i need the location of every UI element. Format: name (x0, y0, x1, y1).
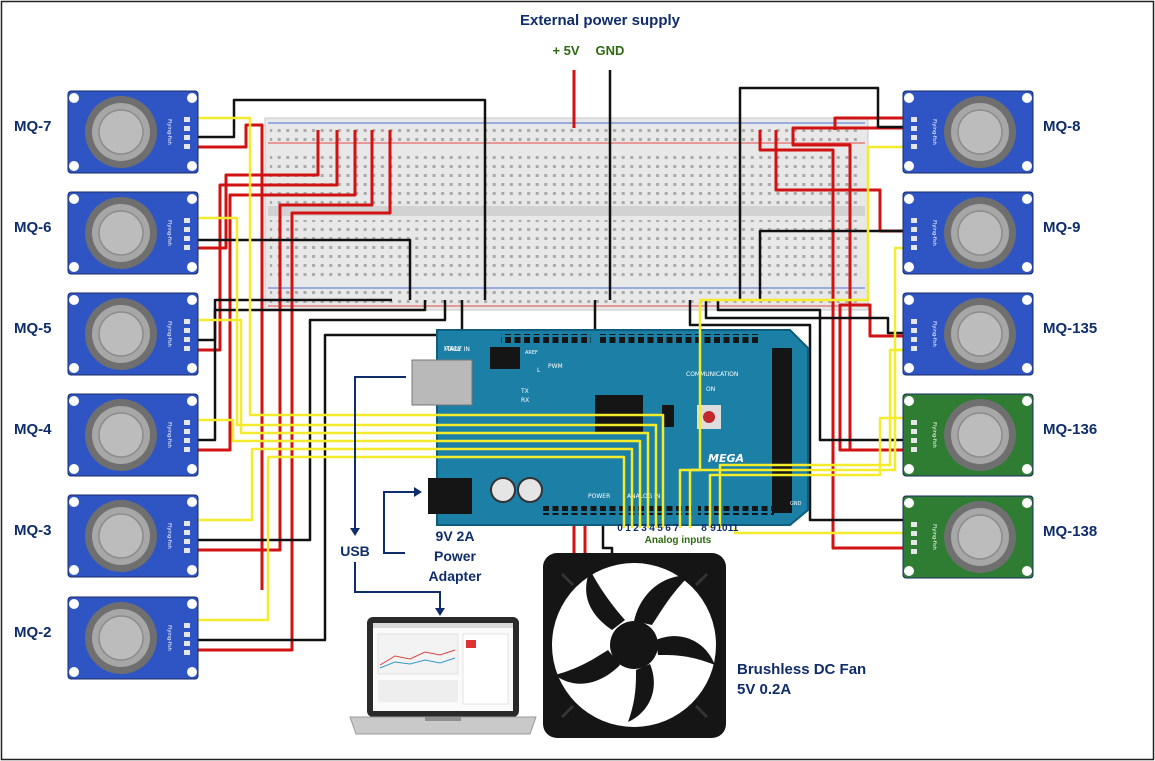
analog-pin-number: 4 (649, 523, 655, 534)
analog-pin-number: 6 (665, 523, 671, 534)
laptop (349, 617, 537, 735)
analog-pin-number: 0 (617, 523, 623, 534)
sensor-label: MQ-9 (1043, 219, 1081, 236)
analog-pin-number: 10 (716, 523, 728, 534)
usb-label: USB (340, 543, 370, 559)
sensor-module: Flying-fish (67, 494, 199, 578)
usb-arrow-head (350, 528, 360, 536)
board-power: POWER (588, 493, 610, 500)
board-led-rx: RX (521, 397, 529, 404)
module-silk-label: Flying-fish (931, 422, 937, 448)
adapter-label-line3: Adapter (429, 568, 482, 584)
module-silk-label: Flying-fish (931, 119, 937, 145)
usb-arrow-line (354, 376, 406, 528)
sensor-label: MQ-5 (14, 320, 52, 337)
analog-pin-number: 5 (657, 523, 663, 534)
sensor-label: MQ-6 (14, 219, 52, 236)
sensor-module: Flying-fish (67, 292, 199, 376)
sensor-label: MQ-135 (1043, 320, 1097, 337)
diagram-title: External power supply (520, 12, 681, 29)
analog-pin-numbers: 0 1 2 3 4 5 6 7 8 9 10 11 (617, 523, 739, 534)
supply-plus-label: + 5V (552, 43, 579, 58)
analog-pin-number: 2 (633, 523, 639, 534)
laptop-arrow-line (354, 562, 441, 608)
sensor-module: Flying-fish (67, 90, 199, 174)
black-wires (189, 70, 913, 642)
board-led-l: L (537, 367, 541, 374)
module-silk-label: Flying-fish (166, 119, 172, 145)
supply-gnd-label: GND (596, 43, 625, 58)
module-silk-label: Flying-fish (166, 625, 172, 651)
analog-pin-number: 1 (625, 523, 631, 534)
arduino-mega-board: MADE IN ITALY AREF PWM L TX RX ON COMMUN… (411, 329, 809, 526)
yellow-wires (189, 116, 913, 622)
sensor-label: MQ-8 (1043, 118, 1081, 135)
fan-label-line2: 5V 0.2A (737, 681, 791, 698)
adapter-label-line1: 9V 2A (436, 528, 475, 544)
module-silk-label: Flying-fish (931, 524, 937, 550)
sensor-module: Flying-fish (67, 393, 199, 477)
module-silk-label: Flying-fish (166, 321, 172, 347)
sensor-label: MQ-3 (14, 522, 52, 539)
module-silk-label: Flying-fish (166, 422, 172, 448)
board-led-tx: TX (520, 388, 529, 395)
fan-label-line1: Brushless DC Fan (737, 661, 866, 678)
adapter-arrow-line (383, 491, 414, 554)
board-communication: COMMUNICATION (686, 371, 738, 378)
sensor-module: Flying-fish (902, 292, 1034, 376)
sensor-module: Flying-fish (67, 191, 199, 275)
module-silk-label: Flying-fish (931, 220, 937, 246)
board-logo: MEGA (708, 452, 744, 465)
adapter-label-line2: Power (434, 548, 477, 564)
sensor-label: MQ-136 (1043, 421, 1097, 438)
module-silk-label: Flying-fish (166, 523, 172, 549)
sensor-module: Flying-fish (67, 596, 199, 680)
red-wires (189, 70, 913, 652)
sensor-module: Flying-fish (902, 495, 1034, 579)
module-silk-label: Flying-fish (166, 220, 172, 246)
analog-pin-number: 7 (673, 523, 679, 534)
sensor-module: Flying-fish (902, 191, 1034, 275)
board-gnd-pin: GND (790, 501, 802, 507)
sensor-label: MQ-7 (14, 118, 52, 135)
analog-pin-number: 11 (728, 523, 739, 534)
sensor-label: MQ-4 (14, 421, 52, 438)
board-led-on: ON (706, 386, 715, 393)
analog-pin-number: 3 (641, 523, 647, 534)
right-sensor-column: Flying-fish MQ-8 Flying-fish MQ-9 Flying-fis… (902, 90, 1097, 579)
module-silk-label: Flying-fish (931, 321, 937, 347)
sensor-label: MQ-2 (14, 624, 52, 641)
adapter-arrow-head (414, 487, 422, 497)
sensor-module: Flying-fish (902, 393, 1034, 477)
analog-pin-number: 8 (701, 523, 707, 534)
board-pwm: PWM (548, 363, 563, 370)
brushless-fan (543, 553, 726, 738)
left-sensor-column: Flying-fish MQ-7 Flying-fish MQ-6 Flying-fis… (14, 90, 199, 680)
board-made-in: MADE IN (444, 346, 470, 353)
laptop-arrow-head (435, 608, 445, 616)
breadboard (264, 117, 869, 311)
sensor-label: MQ-138 (1043, 523, 1097, 540)
board-aref: AREF (525, 350, 538, 356)
board-italy: ITALY (444, 345, 463, 353)
analog-inputs-label: Analog inputs (645, 535, 712, 546)
analog-pin-number: 9 (710, 523, 716, 534)
sensor-module: Flying-fish (902, 90, 1034, 174)
board-analog-in: ANALOG IN (627, 493, 660, 500)
